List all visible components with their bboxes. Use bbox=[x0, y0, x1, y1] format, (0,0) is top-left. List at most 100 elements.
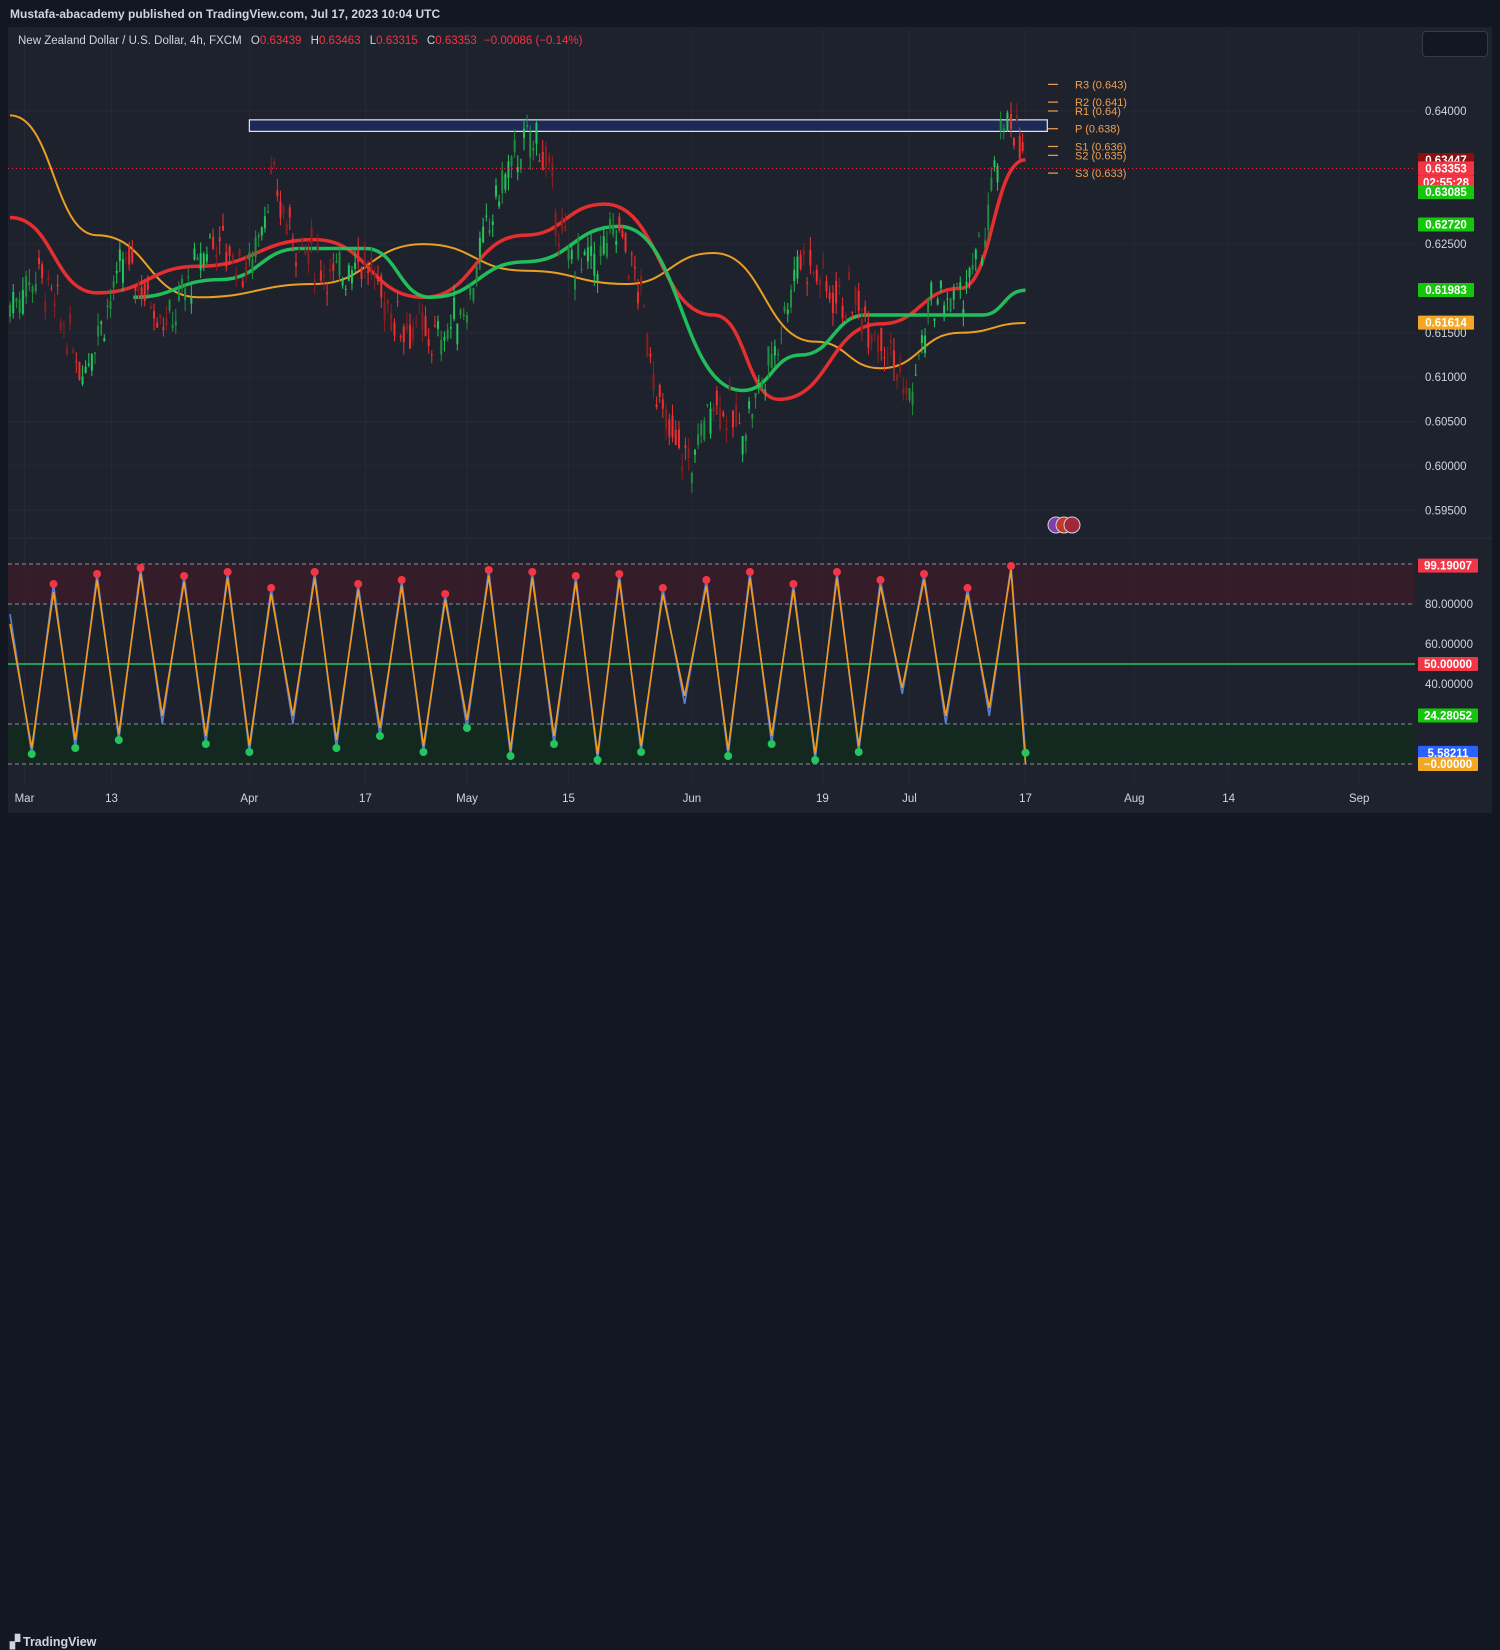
price-badge-label: 0.62720 bbox=[1425, 220, 1467, 232]
legend-close-label: C bbox=[426, 35, 436, 47]
candle-body bbox=[418, 311, 421, 313]
pivot-label: S2 (0.635) bbox=[1075, 150, 1126, 162]
candle-body bbox=[974, 249, 977, 260]
chart-svg[interactable]: R3 (0.643) R2 (0.641)R1 (0.64) P (0.638) S1… bbox=[0, 0, 1500, 847]
stoch-overbought-dot bbox=[832, 568, 841, 576]
candle-body bbox=[115, 270, 118, 274]
candle-body bbox=[564, 225, 567, 231]
stoch-oversold-dot bbox=[637, 748, 646, 756]
candle-body bbox=[880, 327, 883, 351]
candle-body bbox=[69, 313, 72, 325]
publisher-text: Mustafa-abacademy published on TradingVi… bbox=[10, 7, 441, 21]
moving-average-line-2 bbox=[133, 224, 1026, 393]
candle-body bbox=[557, 243, 560, 248]
stoch-oversold-dot bbox=[419, 748, 428, 756]
candle-body bbox=[199, 253, 202, 270]
stoch-oversold-dot bbox=[27, 750, 36, 758]
stoch-oversold-dot bbox=[201, 740, 210, 748]
stoch-overbought-dot bbox=[571, 572, 580, 580]
candle-body bbox=[507, 161, 510, 178]
candle-body bbox=[72, 350, 75, 353]
candle-body bbox=[18, 299, 21, 313]
candle-body bbox=[883, 357, 886, 359]
stoch-overbought-dot bbox=[354, 580, 363, 588]
chart-settings-button[interactable] bbox=[1422, 31, 1488, 57]
candle-body bbox=[270, 166, 273, 174]
candle-body bbox=[436, 321, 439, 329]
stoch-oversold-dot bbox=[245, 748, 254, 756]
candle-body bbox=[251, 259, 254, 274]
candle-body bbox=[273, 161, 276, 166]
candle-body bbox=[516, 166, 519, 173]
candle-body bbox=[959, 282, 962, 288]
candle-body bbox=[87, 363, 90, 366]
candle-body bbox=[405, 323, 408, 331]
time-axis-tick-label: 15 bbox=[562, 793, 575, 805]
candle-body bbox=[376, 275, 379, 282]
candle-body bbox=[1012, 138, 1015, 146]
pivot-label: R2 (0.641) bbox=[1075, 97, 1127, 109]
candle-body bbox=[12, 291, 15, 314]
candle-body bbox=[532, 148, 535, 151]
stoch-overbought-dot bbox=[789, 580, 798, 588]
candle-body bbox=[999, 120, 1002, 132]
candle-body bbox=[465, 315, 468, 323]
time-axis-tick-label: 13 bbox=[105, 793, 118, 805]
candle-body bbox=[914, 374, 917, 376]
candle-body bbox=[316, 245, 319, 251]
candle-body bbox=[310, 228, 313, 244]
stoch-axis-tick-label: 60.00000 bbox=[1425, 639, 1473, 651]
candle-body bbox=[777, 354, 780, 356]
candle-body bbox=[128, 246, 131, 265]
candle-body bbox=[90, 354, 93, 371]
stoch-oversold-dot bbox=[506, 752, 515, 760]
candle-body bbox=[137, 282, 140, 292]
stoch-badge bbox=[1418, 708, 1478, 723]
candle-body bbox=[981, 258, 984, 266]
stoch-oversold-dot bbox=[767, 740, 776, 748]
candle-body bbox=[573, 278, 576, 290]
stoch-oversold-dot bbox=[550, 740, 559, 748]
stoch-oversold-dot bbox=[593, 756, 602, 764]
candle-body bbox=[469, 286, 472, 296]
candle-body bbox=[103, 338, 106, 342]
candle-body bbox=[838, 284, 841, 288]
stoch-overbought-dot bbox=[484, 566, 493, 574]
candle-body bbox=[424, 316, 427, 337]
stoch-overbought-dot bbox=[441, 590, 450, 598]
stoch-overbought-dot bbox=[702, 576, 711, 584]
candle-body bbox=[851, 311, 854, 313]
candle-body bbox=[965, 281, 968, 285]
candle-body bbox=[421, 312, 424, 330]
candle-body bbox=[453, 297, 456, 320]
candle-body bbox=[171, 324, 174, 329]
price-axis-tick-label: 0.62500 bbox=[1425, 239, 1467, 251]
candle-body bbox=[196, 257, 199, 260]
time-axis-tick-label: Jul bbox=[902, 793, 917, 805]
price-badge-label: 0.61614 bbox=[1425, 318, 1467, 330]
stoch-badge bbox=[1418, 757, 1478, 771]
candle-body bbox=[218, 237, 221, 242]
candle-body bbox=[949, 298, 952, 312]
candle-body bbox=[193, 248, 196, 260]
candle-body bbox=[738, 423, 741, 425]
time-axis-tick-label: Mar bbox=[15, 793, 35, 805]
candle-body bbox=[618, 216, 621, 231]
legend-open-value: 0.63439 bbox=[259, 35, 302, 47]
candle-body bbox=[697, 434, 700, 446]
candle-body bbox=[773, 346, 776, 356]
candle-body bbox=[590, 245, 593, 256]
candle-body bbox=[363, 251, 366, 267]
tradingview-logo: ▞ TradingView bbox=[10, 1634, 96, 1650]
candle-body bbox=[415, 321, 418, 323]
candle-body bbox=[319, 270, 322, 281]
candle-body bbox=[962, 309, 965, 314]
price-badge-label: 0.63085 bbox=[1425, 187, 1467, 199]
price-axis-tick-label: 0.61500 bbox=[1425, 328, 1467, 340]
candle-body bbox=[633, 266, 636, 269]
price-axis-tick-label: 0.61000 bbox=[1425, 372, 1467, 384]
stoch-overbought-dot bbox=[93, 570, 102, 578]
candle-body bbox=[276, 190, 279, 197]
candle-body bbox=[668, 419, 671, 437]
stoch-overbought-dot bbox=[963, 584, 972, 592]
